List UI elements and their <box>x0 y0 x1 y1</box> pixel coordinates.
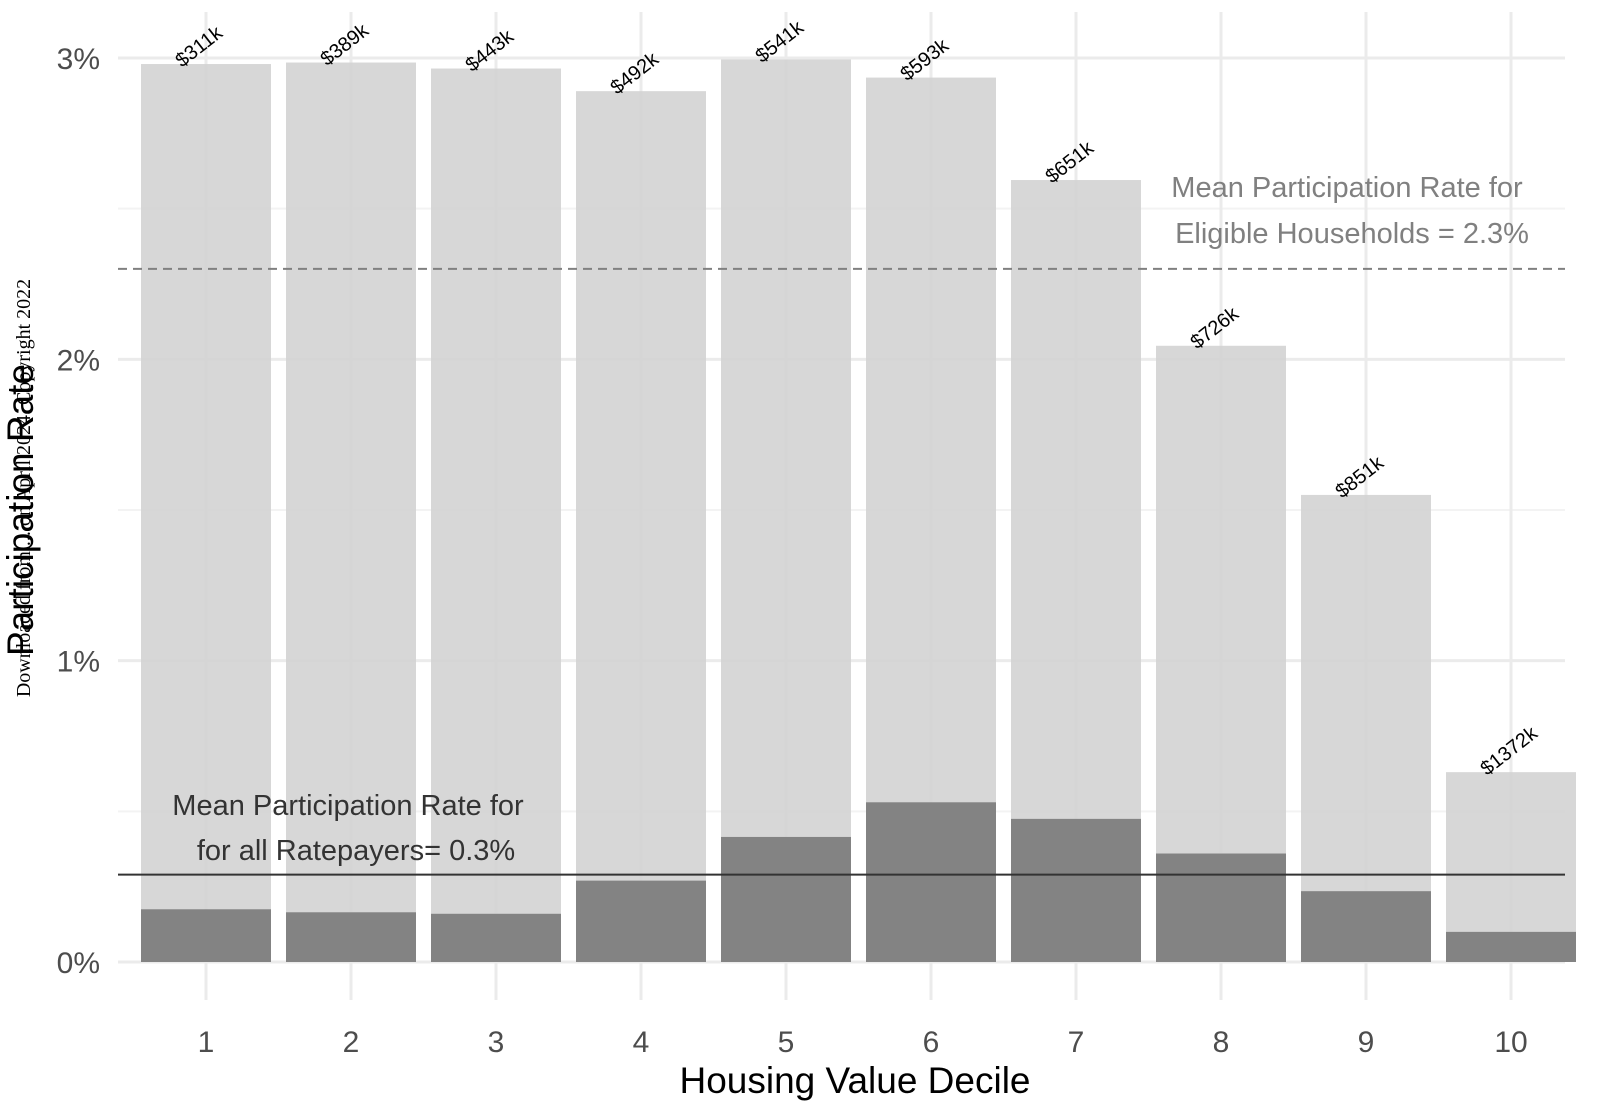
eligible-bar <box>1446 772 1576 962</box>
axis-ticks: 0% 1% 2% 3% 1 2 3 4 5 6 7 8 9 10 <box>57 43 1528 1059</box>
y-axis-title: Participation Rate <box>0 364 41 656</box>
eligible-bar <box>721 59 851 963</box>
eligible-bar <box>141 64 271 962</box>
x-tick-label: 8 <box>1213 1026 1230 1059</box>
ratepayer-bar <box>286 912 416 962</box>
eligible-bar <box>1301 494 1431 962</box>
x-tick-label: 4 <box>633 1026 650 1059</box>
ratepayer-mean-annotation: Mean Participation Rate for <box>172 790 524 822</box>
ratepayer-bar <box>721 836 851 962</box>
x-tick-label: 2 <box>343 1026 360 1059</box>
x-tick-label: 10 <box>1494 1026 1527 1059</box>
ratepayer-bar <box>866 802 996 962</box>
x-tick-label: 1 <box>198 1026 215 1059</box>
x-tick-label: 5 <box>778 1026 795 1059</box>
y-tick-label: 2% <box>57 344 100 377</box>
ratepayer-bars <box>141 802 1576 962</box>
eligible-bar <box>286 62 416 962</box>
ratepayer-bar <box>1011 818 1141 962</box>
y-tick-label: 3% <box>57 43 100 76</box>
y-tick-label: 0% <box>57 947 100 980</box>
ratepayer-bar <box>1446 931 1576 962</box>
ratepayer-mean-annotation: for all Ratepayers= 0.3% <box>197 835 515 867</box>
x-tick-label: 9 <box>1358 1026 1375 1059</box>
x-tick-label: 6 <box>923 1026 940 1059</box>
x-axis-title: Housing Value Decile <box>679 1060 1030 1101</box>
ratepayer-bar <box>576 880 706 962</box>
x-tick-label: 3 <box>488 1026 505 1059</box>
ratepayer-bar <box>1156 853 1286 962</box>
reference-lines: Mean Participation Rate for Eligible Hous… <box>118 172 1565 876</box>
x-tick-label: 7 <box>1068 1026 1085 1059</box>
ratepayer-bar <box>1301 891 1431 962</box>
y-tick-label: 1% <box>57 646 100 679</box>
download-watermark: Downloaded from ... on April 2024. Copyr… <box>13 279 35 697</box>
eligible-bar <box>576 91 706 962</box>
ratepayer-bar <box>141 909 271 962</box>
eligible-mean-annotation: Eligible Households = 2.3% <box>1175 218 1529 250</box>
eligible-bar <box>431 68 561 962</box>
ratepayer-bar <box>431 913 561 962</box>
eligible-mean-annotation: Mean Participation Rate for <box>1171 172 1523 204</box>
